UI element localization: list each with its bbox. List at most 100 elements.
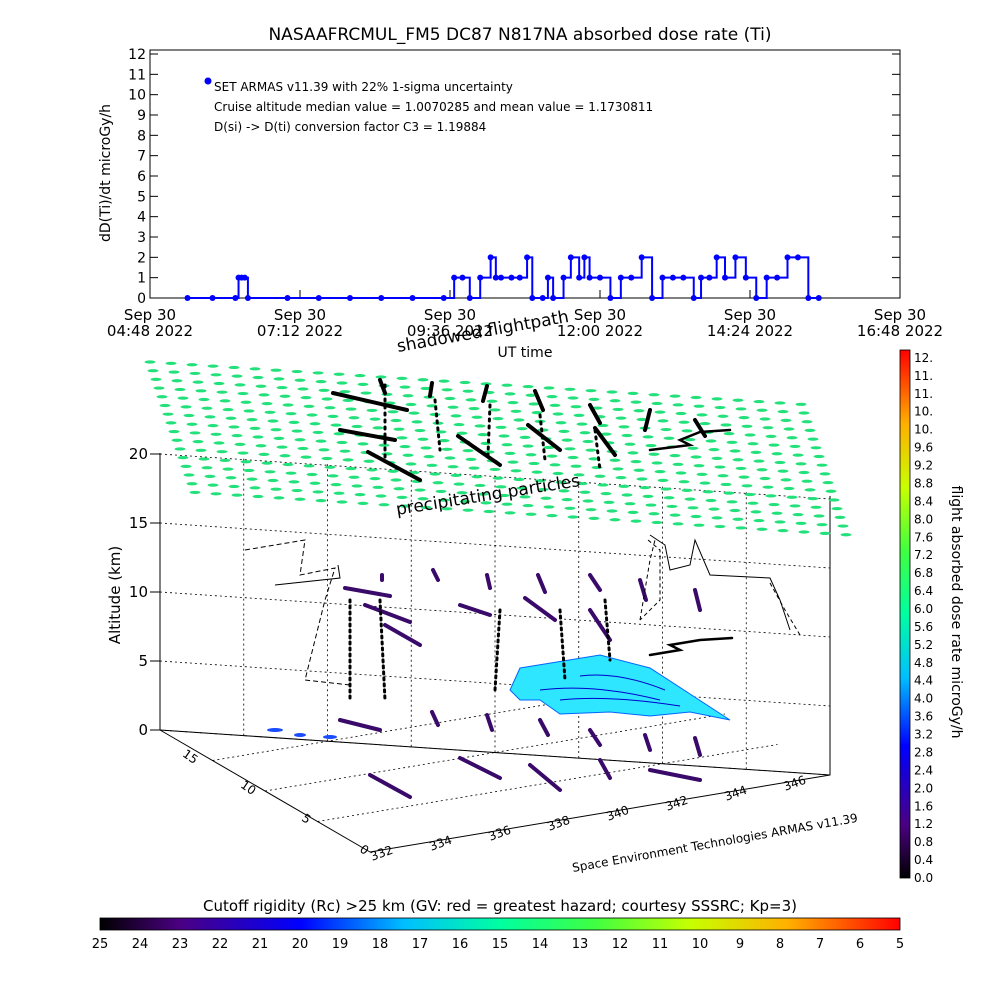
- particle-dash: [468, 466, 480, 470]
- particle-dash: [324, 465, 336, 469]
- y-tick-label: 4: [137, 210, 146, 226]
- rigidity-tick-label: 7: [816, 937, 824, 952]
- particle-dash: [393, 427, 405, 431]
- particle-dash: [294, 497, 306, 501]
- particle-dash: [474, 483, 486, 488]
- particle-dash: [693, 404, 705, 408]
- dose-rate-tick-label: 3.2: [914, 728, 933, 742]
- particle-dash: [732, 517, 744, 521]
- particle-dash: [414, 428, 426, 433]
- particle-dash: [270, 487, 282, 491]
- series-point: [544, 274, 551, 281]
- series-point: [680, 274, 687, 281]
- particle-dash: [414, 488, 426, 492]
- flight-path-segment: [638, 578, 648, 602]
- rigidity-tick-label: 22: [212, 937, 229, 952]
- descent-column: [538, 413, 547, 462]
- particle-dash: [375, 494, 387, 498]
- dose-rate-tick-label: 1.2: [914, 817, 933, 831]
- particle-dash: [561, 498, 573, 502]
- flight-path-segment: [598, 758, 612, 780]
- particle-dash: [264, 470, 276, 474]
- particle-dash: [723, 432, 735, 436]
- particle-dash: [498, 493, 510, 498]
- particle-dash: [267, 419, 279, 423]
- dose-rate-tick-label: 5.6: [914, 620, 933, 634]
- particle-dash: [627, 391, 639, 395]
- dose-rate-tick-label: 6.4: [914, 584, 933, 598]
- particle-dash: [690, 395, 702, 400]
- particle-dash: [447, 465, 459, 469]
- particle-dash: [333, 491, 345, 495]
- particle-dash: [183, 413, 195, 418]
- series-point: [706, 274, 713, 281]
- particle-dash: [174, 447, 186, 451]
- particle-dash: [201, 406, 213, 410]
- series-point: [477, 274, 484, 281]
- dose-rate-tick-label: 9.6: [914, 441, 933, 455]
- particle-dash: [354, 493, 366, 497]
- contour-line: [559, 697, 681, 707]
- particle-dash: [213, 441, 225, 445]
- particle-dash: [399, 385, 411, 389]
- x-tick-label-date: Sep 30: [424, 306, 476, 324]
- particle-dash: [444, 396, 456, 401]
- particle-dash: [684, 497, 696, 501]
- particle-dash: [210, 492, 222, 496]
- series-point: [524, 254, 531, 261]
- particle-dash: [312, 490, 324, 494]
- series-point: [508, 274, 515, 281]
- particle-dash: [327, 474, 339, 478]
- particle-dash: [309, 481, 321, 485]
- particle-dash: [378, 503, 390, 507]
- precipitating-particle-field: [144, 360, 852, 537]
- particle-dash: [342, 458, 354, 462]
- particle-dash: [600, 492, 612, 496]
- particle-dash: [729, 508, 741, 513]
- particle-dash: [354, 374, 366, 378]
- particle-dash: [612, 407, 624, 412]
- particle-dash: [663, 436, 675, 440]
- particle-dash: [738, 416, 750, 420]
- particle-dash: [711, 397, 723, 401]
- dose-rate-tick-label: 7.2: [914, 548, 933, 562]
- particle-dash: [780, 478, 792, 482]
- dose-rate-tick-label: 6.0: [914, 602, 933, 616]
- particle-dash: [600, 432, 612, 436]
- y-tick-label: 9: [137, 108, 146, 124]
- particle-dash: [255, 444, 267, 448]
- flight-path-segment: [588, 403, 602, 425]
- particle-dash: [822, 480, 834, 485]
- particle-dash: [696, 413, 708, 417]
- x-tick-label-date: Sep 30: [274, 306, 326, 324]
- particle-dash: [795, 521, 807, 525]
- particle-dash: [516, 427, 528, 431]
- particle-dash: [744, 433, 756, 437]
- particle-dash: [387, 469, 399, 473]
- particle-dash: [648, 393, 660, 397]
- particle-dash: [420, 505, 432, 510]
- flight-path-segment: [428, 381, 434, 398]
- particle-dash: [249, 486, 261, 490]
- particle-dash: [435, 489, 447, 494]
- particle-dash: [672, 522, 684, 526]
- particle-dash: [720, 423, 732, 427]
- series-point: [244, 295, 251, 301]
- particle-dash: [576, 481, 588, 486]
- dose-rate-tick-label: 0.0: [914, 871, 933, 885]
- particle-dash: [627, 510, 639, 514]
- particle-dash: [741, 484, 753, 488]
- particle-dash: [579, 490, 591, 494]
- series-point: [581, 254, 588, 261]
- particle-dash: [732, 458, 744, 462]
- shadow-path: [274, 564, 341, 586]
- particle-dash: [516, 486, 528, 490]
- dose-rate-tick-label: 10.: [914, 405, 933, 419]
- series-point: [466, 295, 473, 301]
- particle-dash: [741, 424, 753, 428]
- particle-dash: [243, 409, 255, 413]
- altitude-grid-line: [159, 729, 831, 776]
- particle-dash: [735, 466, 747, 471]
- latitude-tick-label: 10: [238, 778, 259, 798]
